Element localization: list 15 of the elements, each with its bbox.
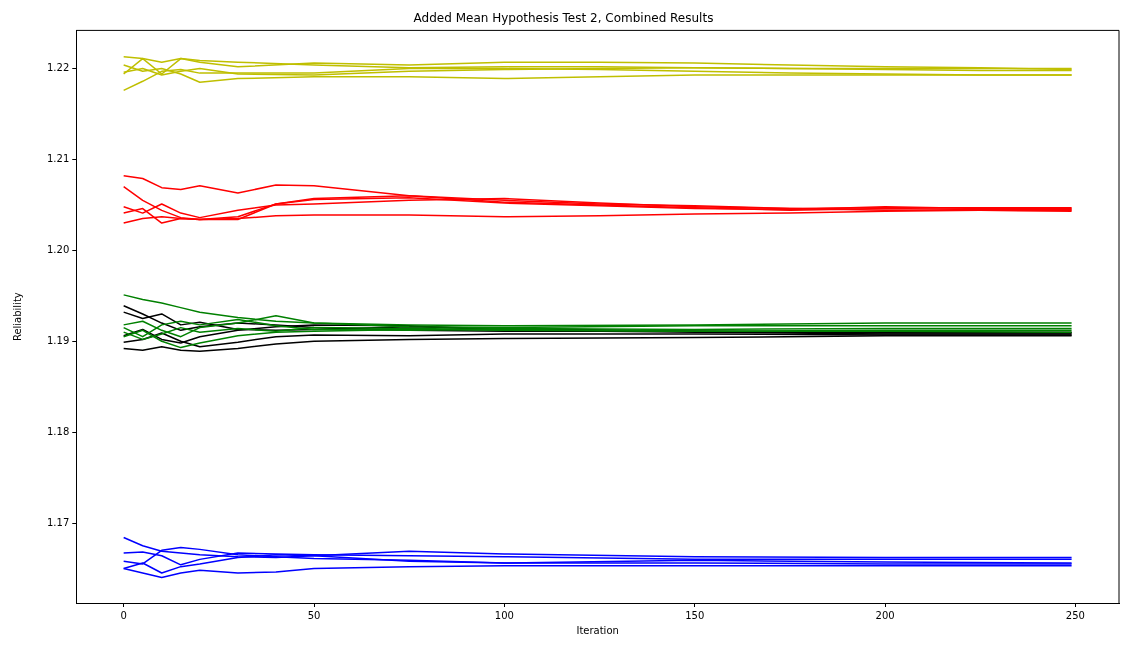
y-tick-label: 1.17 (47, 516, 70, 528)
y-tick-label: 1.19 (47, 334, 70, 346)
y-tick-label: 1.21 (47, 153, 70, 165)
y-tick-label: 1.20 (47, 243, 70, 255)
x-tick-label: 50 (307, 609, 321, 621)
y-tick-label: 1.18 (47, 425, 70, 437)
x-axis-title: Iteration (576, 624, 619, 636)
x-tick-label: 150 (685, 609, 705, 621)
y-axis-title: Reliability (11, 292, 23, 342)
x-tick-label: 0 (120, 609, 127, 621)
x-tick-label: 100 (494, 609, 514, 621)
chart-title: Added Mean Hypothesis Test 2, Combined Results (413, 11, 714, 26)
x-tick-label: 200 (875, 609, 895, 621)
y-tick-label: 1.22 (47, 62, 70, 74)
x-tick-label: 250 (1065, 609, 1085, 621)
